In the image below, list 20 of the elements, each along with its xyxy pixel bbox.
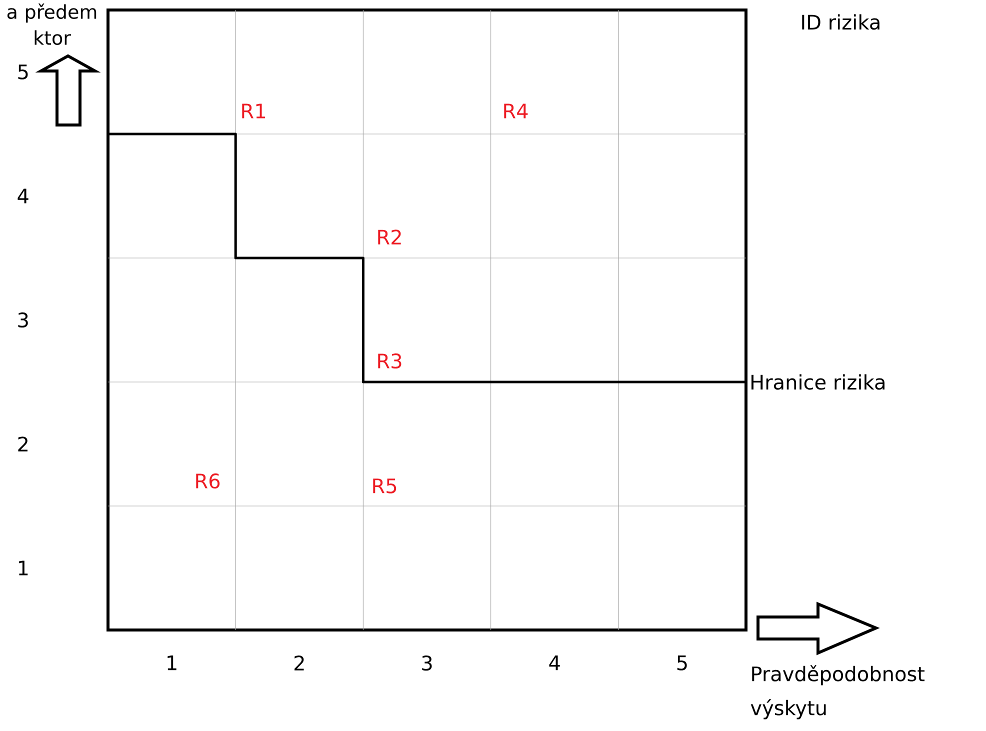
annotation: R3: [378, 353, 402, 369]
x-tick-label: 1: [168, 656, 176, 670]
y-tick-label: 2: [18, 436, 28, 452]
text: ID rizika: [802, 14, 880, 30]
x-tick-label: 3: [422, 656, 432, 671]
series-label: Hranice rizika: [751, 374, 884, 390]
annotation: R5: [373, 478, 396, 494]
y-tick-label: 5: [18, 64, 28, 80]
x-axis-title: Pravděpodobnost výskytu: [750, 665, 925, 720]
y-axis-title: a předem ktor: [7, 4, 96, 45]
annotation: R6: [196, 473, 220, 489]
annotation: R4: [504, 104, 528, 118]
y-tick-label: 4: [18, 188, 28, 204]
annotation: R2: [378, 230, 401, 244]
annotation: R1: [242, 104, 265, 118]
x-tick-label: 5: [677, 656, 687, 670]
x-tick-label: 4: [549, 656, 560, 670]
y-tick-label: 3: [18, 312, 28, 328]
x-tick-label: 2: [294, 656, 304, 670]
y-tick-label: 1: [18, 560, 28, 576]
